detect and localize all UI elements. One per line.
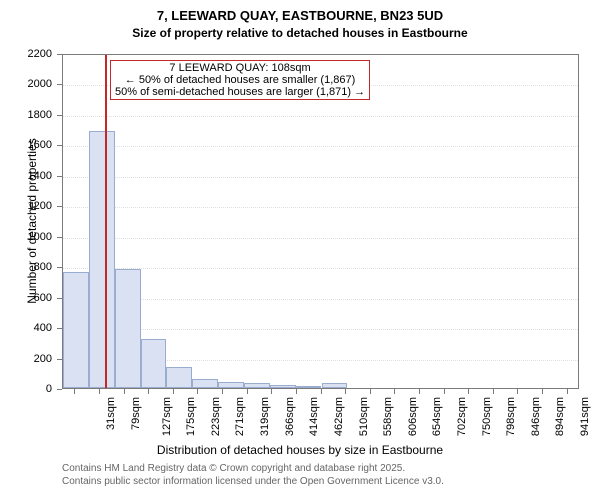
y-tick-mark: [57, 267, 62, 268]
histogram-bar: [244, 383, 270, 388]
x-tick-mark: [444, 389, 445, 394]
y-tick-mark: [57, 206, 62, 207]
y-tick-mark: [57, 54, 62, 55]
x-tick-label: 223sqm: [210, 397, 222, 436]
x-tick-label: 271sqm: [235, 397, 247, 436]
histogram-bar: [218, 382, 244, 388]
x-tick-mark: [173, 389, 174, 394]
y-tick-label: 1000: [0, 231, 52, 243]
footer-line-2: Contains public sector information licen…: [62, 476, 444, 487]
x-tick-label: 558sqm: [382, 397, 394, 436]
annotation-line: 7 LEEWARD QUAY: 108sqm: [115, 62, 365, 74]
x-tick-label: 654sqm: [431, 397, 443, 436]
x-tick-label: 366sqm: [284, 397, 296, 436]
x-tick-mark: [567, 389, 568, 394]
histogram-bar: [296, 386, 322, 388]
y-tick-mark: [57, 328, 62, 329]
y-tick-label: 1600: [0, 139, 52, 151]
x-tick-label: 606sqm: [407, 397, 419, 436]
x-tick-label: 175sqm: [185, 397, 197, 436]
y-tick-mark: [57, 84, 62, 85]
y-tick-mark: [57, 237, 62, 238]
y-tick-label: 1800: [0, 109, 52, 121]
histogram-bar: [141, 339, 167, 388]
grid-line: [63, 146, 578, 147]
y-tick-label: 1200: [0, 200, 52, 212]
y-tick-label: 1400: [0, 170, 52, 182]
x-tick-mark: [247, 389, 248, 394]
x-tick-label: 31sqm: [105, 397, 117, 430]
x-tick-mark: [197, 389, 198, 394]
y-tick-mark: [57, 145, 62, 146]
footer-line-1: Contains HM Land Registry data © Crown c…: [62, 463, 405, 474]
x-tick-mark: [517, 389, 518, 394]
x-tick-label: 127sqm: [161, 397, 173, 436]
x-tick-mark: [148, 389, 149, 394]
x-tick-mark: [419, 389, 420, 394]
y-tick-mark: [57, 359, 62, 360]
y-tick-mark: [57, 298, 62, 299]
x-tick-label: 894sqm: [555, 397, 567, 436]
x-axis-label: Distribution of detached houses by size …: [0, 443, 600, 457]
histogram-bar: [270, 385, 296, 388]
y-tick-label: 0: [0, 383, 52, 395]
x-tick-label: 462sqm: [333, 397, 345, 436]
y-tick-label: 800: [0, 261, 52, 273]
x-tick-label: 319sqm: [259, 397, 271, 436]
x-tick-mark: [222, 389, 223, 394]
y-tick-mark: [57, 115, 62, 116]
x-tick-label: 798sqm: [505, 397, 517, 436]
x-tick-label: 79sqm: [130, 397, 142, 430]
annotation-line: 50% of semi-detached houses are larger (…: [115, 86, 365, 98]
x-tick-mark: [271, 389, 272, 394]
chart-container: 7, LEEWARD QUAY, EASTBOURNE, BN23 5UD Si…: [0, 0, 600, 500]
x-tick-mark: [542, 389, 543, 394]
x-tick-mark: [493, 389, 494, 394]
y-tick-label: 600: [0, 292, 52, 304]
x-tick-mark: [468, 389, 469, 394]
chart-subtitle: Size of property relative to detached ho…: [0, 26, 600, 40]
y-tick-label: 2200: [0, 48, 52, 60]
histogram-bar: [63, 272, 89, 388]
x-tick-label: 941sqm: [579, 397, 591, 436]
histogram-bar: [192, 379, 218, 388]
y-tick-label: 2000: [0, 78, 52, 90]
marker-line: [105, 55, 107, 388]
grid-line: [63, 116, 578, 117]
x-tick-mark: [370, 389, 371, 394]
grid-line: [63, 238, 578, 239]
chart-title: 7, LEEWARD QUAY, EASTBOURNE, BN23 5UD: [0, 8, 600, 23]
histogram-bar: [115, 269, 141, 388]
x-tick-mark: [321, 389, 322, 394]
x-tick-mark: [99, 389, 100, 394]
grid-line: [63, 207, 578, 208]
x-tick-mark: [296, 389, 297, 394]
y-tick-mark: [57, 389, 62, 390]
x-tick-mark: [74, 389, 75, 394]
histogram-bar: [322, 383, 348, 388]
x-tick-label: 510sqm: [358, 397, 370, 436]
y-tick-label: 200: [0, 353, 52, 365]
grid-line: [63, 177, 578, 178]
x-tick-mark: [124, 389, 125, 394]
y-tick-label: 400: [0, 322, 52, 334]
x-tick-label: 750sqm: [481, 397, 493, 436]
x-tick-label: 414sqm: [308, 397, 320, 436]
plot-area: [62, 54, 579, 389]
annotation-line: ← 50% of detached houses are smaller (1,…: [115, 74, 365, 86]
y-tick-mark: [57, 176, 62, 177]
x-tick-mark: [345, 389, 346, 394]
x-tick-label: 702sqm: [456, 397, 468, 436]
x-tick-label: 846sqm: [530, 397, 542, 436]
x-tick-mark: [394, 389, 395, 394]
histogram-bar: [89, 131, 115, 388]
annotation-box: 7 LEEWARD QUAY: 108sqm← 50% of detached …: [110, 60, 370, 100]
histogram-bar: [166, 367, 192, 388]
y-axis-label: Number of detached properties: [25, 131, 39, 311]
